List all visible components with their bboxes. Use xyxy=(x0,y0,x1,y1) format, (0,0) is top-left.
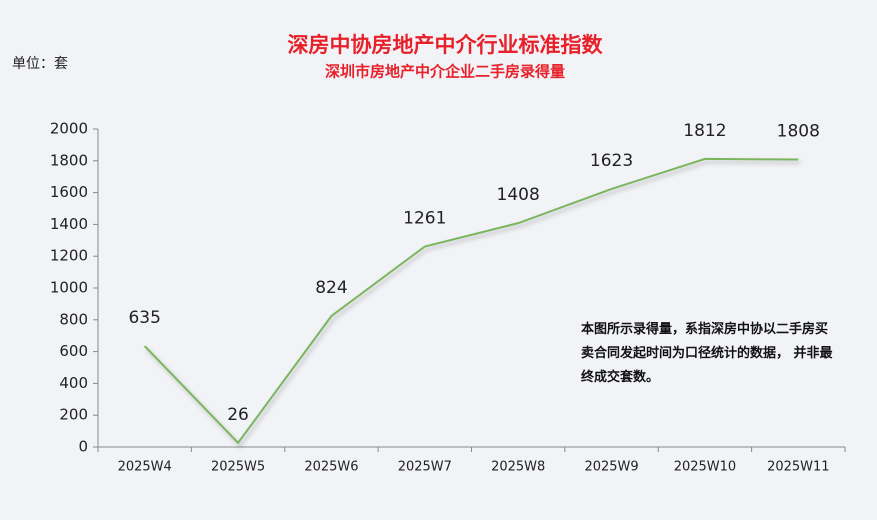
y-tick-label: 400 xyxy=(59,374,88,392)
x-tick-label: 2025W4 xyxy=(118,460,172,475)
annotation: 本图所示录得量，系指深房中协以二手房买卖合同发起时间为口径统计的数据， 并非最终… xyxy=(581,322,833,385)
data-label: 26 xyxy=(227,405,249,425)
y-tick-label: 1600 xyxy=(50,183,88,201)
chart-subtitle: 深圳市房地产中介企业二手房录得量 xyxy=(325,63,565,81)
unit-label: 单位：套 xyxy=(12,56,68,72)
x-tick-label: 2025W10 xyxy=(674,460,736,475)
y-tick-label: 2000 xyxy=(50,120,88,138)
y-tick-label: 1400 xyxy=(50,215,88,233)
data-label: 1261 xyxy=(403,209,446,229)
y-tick-label: 800 xyxy=(59,310,88,328)
x-tick-label: 2025W9 xyxy=(584,460,638,475)
y-tick-label: 0 xyxy=(78,438,88,456)
data-label: 1812 xyxy=(683,121,726,141)
x-tick-label: 2025W5 xyxy=(211,460,265,475)
x-tick-label: 2025W7 xyxy=(398,460,452,475)
data-label: 824 xyxy=(315,278,347,298)
data-label: 1408 xyxy=(497,185,540,205)
y-tick-label: 1200 xyxy=(50,247,88,265)
y-tick-label: 1000 xyxy=(50,279,88,297)
x-tick-label: 2025W6 xyxy=(304,460,358,475)
x-tick-label: 2025W8 xyxy=(491,460,545,475)
y-tick-label: 600 xyxy=(59,342,88,360)
data-label: 635 xyxy=(128,308,160,328)
data-label: 1808 xyxy=(777,122,820,142)
chart-title: 深房中协房地产中介行业标准指数 xyxy=(288,33,604,57)
line xyxy=(143,157,799,445)
data-label: 1623 xyxy=(590,151,633,171)
y-tick-label: 200 xyxy=(59,406,88,424)
y-tick-label: 1800 xyxy=(50,151,88,169)
x-tick-label: 2025W11 xyxy=(767,460,829,475)
